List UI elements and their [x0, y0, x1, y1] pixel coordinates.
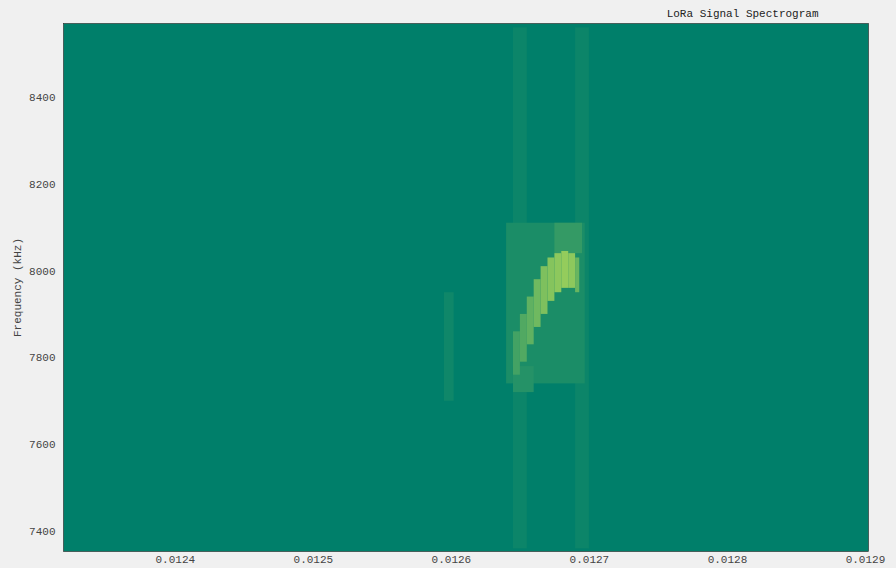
svg-text:8400: 8400: [29, 92, 55, 104]
svg-text:7600: 7600: [29, 439, 55, 451]
svg-text:0.0127: 0.0127: [570, 554, 610, 566]
svg-text:0.0128: 0.0128: [708, 554, 748, 566]
svg-text:Frequency (kHz): Frequency (kHz): [12, 238, 24, 337]
svg-text:7400: 7400: [29, 526, 55, 538]
svg-text:8200: 8200: [29, 179, 55, 191]
svg-text:0.0129: 0.0129: [846, 554, 886, 566]
svg-text:8000: 8000: [29, 266, 55, 278]
svg-text:0.0125: 0.0125: [294, 554, 334, 566]
svg-text:0.0126: 0.0126: [432, 554, 472, 566]
svg-text:0.0124: 0.0124: [156, 554, 196, 566]
svg-text:LoRa Signal Spectrogram: LoRa Signal Spectrogram: [667, 8, 819, 20]
svg-text:7800: 7800: [29, 352, 55, 364]
